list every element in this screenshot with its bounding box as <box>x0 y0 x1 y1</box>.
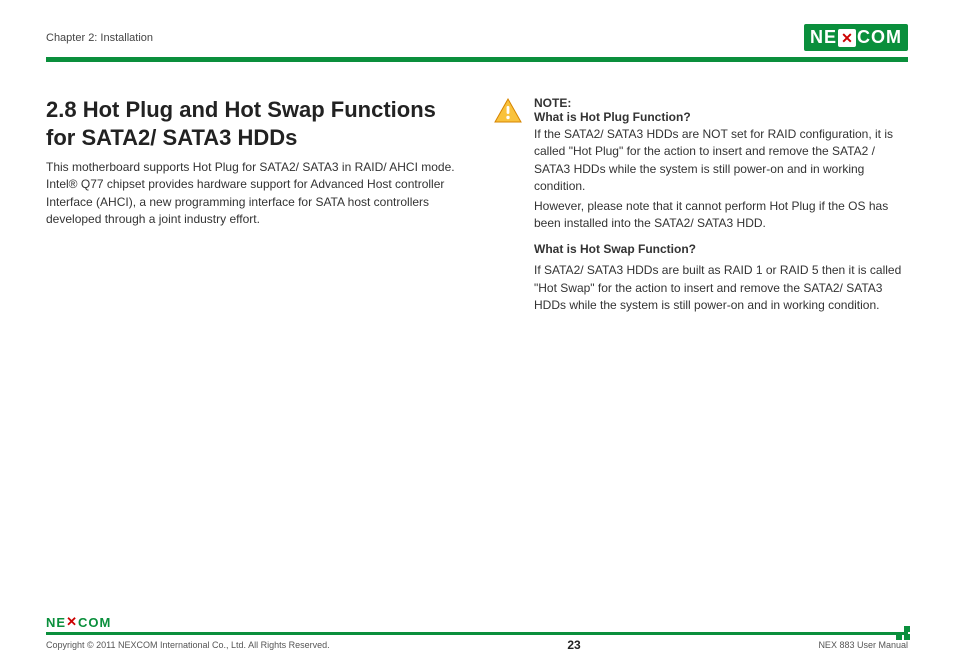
header-rule <box>46 57 908 62</box>
logo-x-icon: ✕ <box>838 29 856 47</box>
note-label: NOTE: <box>534 96 904 110</box>
doc-title: NEX 883 User Manual <box>818 640 908 650</box>
page-number: 23 <box>567 638 580 652</box>
section-heading: 2.8 Hot Plug and Hot Swap Functions for … <box>46 96 456 151</box>
warning-icon <box>494 98 524 325</box>
note-text-1a: If the SATA2/ SATA3 HDDs are NOT set for… <box>534 126 904 196</box>
footer-logo-x-icon: ✕ <box>66 614 78 630</box>
copyright-text: Copyright © 2011 NEXCOM International Co… <box>46 640 330 650</box>
note-text-2: If SATA2/ SATA3 HDDs are built as RAID 1… <box>534 262 904 314</box>
footer-rule <box>46 632 908 635</box>
logo-text-left: NE <box>810 27 837 48</box>
footer-logo-right: COM <box>78 615 111 630</box>
logo-text-right: COM <box>857 27 902 48</box>
footer-logo: NE✕COM <box>46 614 111 630</box>
chapter-label: Chapter 2: Installation <box>46 32 153 44</box>
footer-logo-left: NE <box>46 615 66 630</box>
note-question-1: What is Hot Plug Function? <box>534 110 904 124</box>
header-logo: NE✕COM <box>804 24 908 51</box>
note-question-2: What is Hot Swap Function? <box>534 242 904 256</box>
section-paragraph: This motherboard supports Hot Plug for S… <box>46 159 456 229</box>
note-text-1b: However, please note that it cannot perf… <box>534 198 904 233</box>
